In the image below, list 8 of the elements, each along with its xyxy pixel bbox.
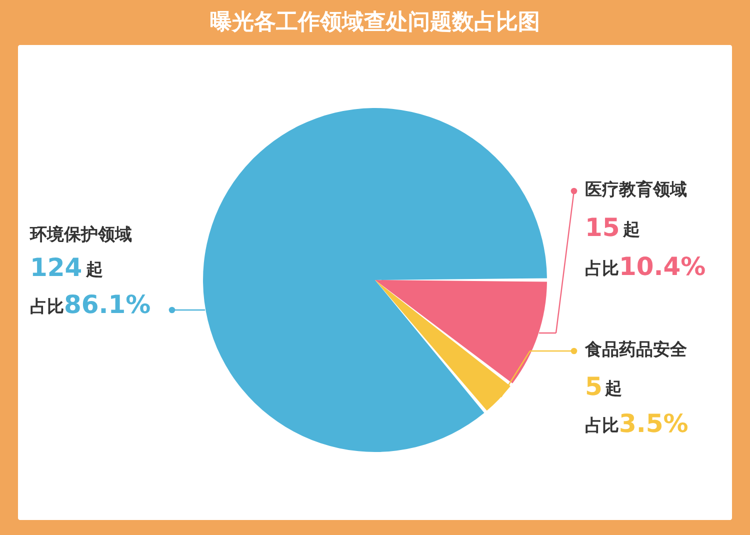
text: 占比10.4%: [585, 252, 706, 281]
data-label: 5起: [585, 372, 622, 401]
text: 占比3.5%: [585, 409, 688, 438]
text: 占比86.1%: [30, 290, 151, 319]
chart-title: 曝光各工作领域查处问题数占比图: [210, 10, 540, 35]
slice-label: 环境保护领域: [29, 225, 132, 245]
legend-label: 食品药品安全: [584, 340, 688, 360]
legend-label: 医疗教育领域: [585, 179, 687, 200]
